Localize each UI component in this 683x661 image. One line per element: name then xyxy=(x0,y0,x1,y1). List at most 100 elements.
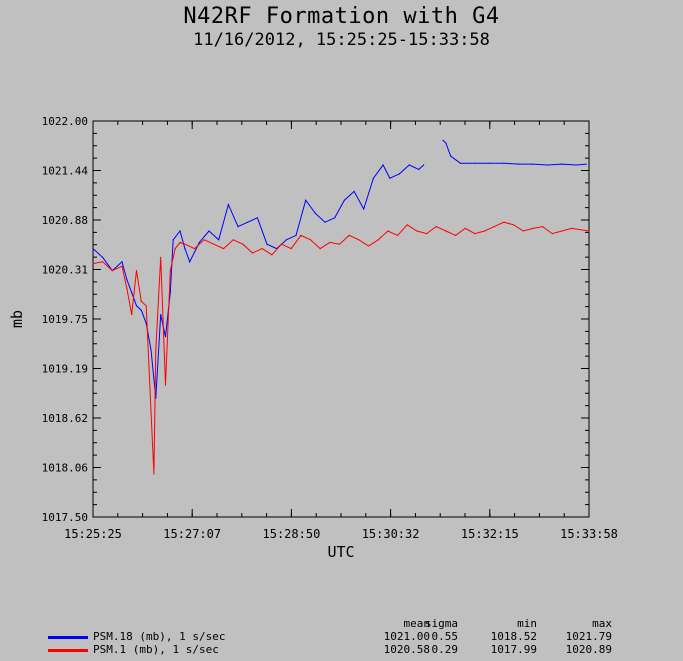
data-point xyxy=(155,349,157,351)
data-point xyxy=(198,241,200,244)
data-point xyxy=(445,230,447,232)
legend-header-row: mean sigma min max xyxy=(48,617,618,630)
data-point xyxy=(551,233,553,235)
data-point xyxy=(423,164,425,166)
y-tick-label: 1019.19 xyxy=(42,363,88,376)
data-point xyxy=(319,248,321,250)
legend-mean-psm18: 1021.00 xyxy=(383,630,430,643)
chart-svg: 1022.00 1021.44 1020.88 1020.31 1019.75 1019.… xyxy=(8,115,618,561)
data-point xyxy=(305,199,307,201)
data-point xyxy=(208,230,210,232)
legend-header-max: max xyxy=(592,617,612,630)
legend-header-mean: mean xyxy=(403,617,431,630)
legend-min-psm1: 1017.99 xyxy=(490,643,537,656)
data-point xyxy=(588,230,590,232)
data-point xyxy=(174,248,176,250)
y-tick-label: 1020.31 xyxy=(42,264,88,277)
data-point xyxy=(92,262,94,265)
data-point xyxy=(324,221,326,223)
data-point xyxy=(164,384,167,386)
legend-row-psm18: PSM.18 (mb), 1 s/sec 1021.00 0.55 1018.5… xyxy=(48,630,618,643)
data-point xyxy=(121,265,123,267)
data-point xyxy=(367,245,370,247)
legend-header-sigma: sigma xyxy=(424,617,458,630)
data-point xyxy=(126,278,128,280)
legend-swatch-psm18 xyxy=(48,636,88,639)
legend-mean-psm1: 1020.58 xyxy=(383,643,430,656)
x-tick-label: 15:32:15 xyxy=(461,527,519,541)
data-point xyxy=(408,164,410,166)
data-point xyxy=(483,230,486,232)
legend-sigma-psm1: 0.29 xyxy=(431,643,459,656)
legend-label-psm1: PSM.1 (mb), 1 s/sec xyxy=(93,643,219,656)
data-point xyxy=(164,336,167,338)
data-point xyxy=(343,199,345,201)
data-point xyxy=(135,305,138,307)
data-point xyxy=(92,248,94,250)
data-point xyxy=(172,239,174,241)
x-tick-label: 15:33:58 xyxy=(560,527,618,541)
data-point xyxy=(488,162,491,164)
data-point xyxy=(512,224,515,226)
data-point xyxy=(329,241,331,244)
data-point xyxy=(237,226,239,228)
data-point xyxy=(247,221,249,223)
data-point xyxy=(541,226,544,228)
data-point xyxy=(251,252,254,254)
data-point xyxy=(522,230,524,232)
data-point xyxy=(145,322,147,324)
data-point xyxy=(295,234,297,236)
legend-row-psm1: PSM.1 (mb), 1 s/sec 1020.58 0.29 1017.99… xyxy=(48,643,618,656)
data-point xyxy=(131,314,133,316)
data-point xyxy=(261,248,263,250)
data-point xyxy=(387,230,389,232)
data-point xyxy=(503,221,505,223)
data-point xyxy=(503,162,505,164)
legend-max-psm1: 1020.89 xyxy=(565,643,612,656)
data-point xyxy=(140,300,142,302)
y-axis-label: mb xyxy=(8,310,26,328)
legend-sigma-psm18: 0.55 xyxy=(431,630,459,643)
x-axis-label: UTC xyxy=(327,543,354,561)
y-tick-label: 1017.50 xyxy=(42,511,88,524)
data-point xyxy=(459,162,462,164)
data-point xyxy=(570,227,573,229)
data-point xyxy=(585,163,587,165)
y-tick-label: 1020.88 xyxy=(42,214,88,227)
data-point xyxy=(353,190,355,192)
y-tick-label: 1019.75 xyxy=(42,313,88,326)
data-point xyxy=(102,261,104,263)
data-point xyxy=(348,234,350,236)
data-point xyxy=(493,226,495,228)
x-tick-label: 15:27:07 xyxy=(163,527,221,541)
data-point xyxy=(121,261,123,263)
data-point xyxy=(396,234,399,236)
data-point xyxy=(338,243,341,245)
data-point xyxy=(398,173,401,175)
plot-frame xyxy=(92,120,590,518)
data-point xyxy=(474,233,476,235)
data-point xyxy=(546,164,549,166)
legend-min-psm18: 1018.52 xyxy=(490,630,537,643)
y-tick-label: 1018.06 xyxy=(42,462,88,475)
data-point xyxy=(169,292,171,294)
data-point xyxy=(454,234,457,236)
data-point xyxy=(189,261,191,263)
data-point xyxy=(153,473,155,475)
data-point xyxy=(150,410,152,412)
data-point xyxy=(222,248,225,250)
data-point xyxy=(425,233,428,235)
data-point xyxy=(435,226,437,228)
data-point xyxy=(140,309,142,311)
y-tick-label: 1021.44 xyxy=(42,165,89,178)
data-point xyxy=(309,239,312,241)
data-point xyxy=(135,270,138,272)
data-point xyxy=(232,239,234,241)
legend-max-psm18: 1021.79 xyxy=(565,630,612,643)
chart-subtitle: 11/16/2012, 15:25:25-15:33:58 xyxy=(193,30,490,50)
data-point xyxy=(358,239,360,241)
data-point xyxy=(227,204,229,206)
data-point xyxy=(382,164,384,166)
data-point xyxy=(193,248,196,250)
data-point xyxy=(150,349,152,351)
